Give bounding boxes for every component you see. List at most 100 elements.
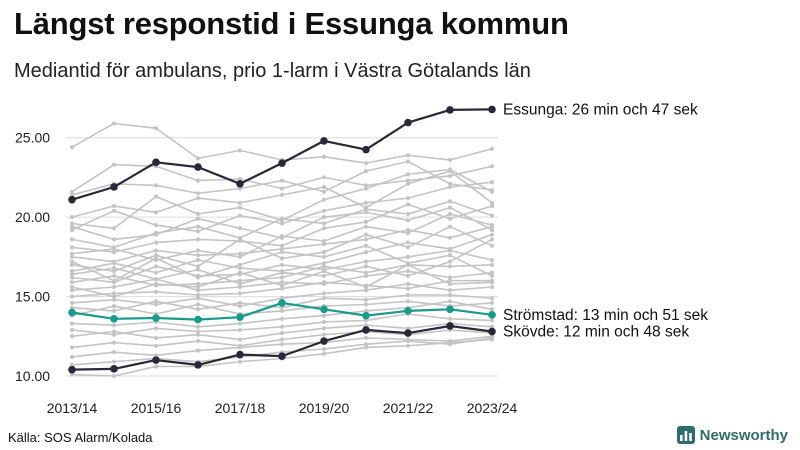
data-point: [447, 157, 453, 163]
highlight-series: [68, 299, 496, 324]
x-tick-label: 2019/20: [299, 400, 350, 416]
background-series-layer: [69, 121, 495, 379]
data-point: [195, 288, 201, 293]
data-point: [195, 211, 201, 217]
data-point: [69, 262, 75, 267]
data-point: [363, 342, 369, 347]
data-point: [195, 338, 201, 344]
data-point: [69, 224, 75, 229]
x-tick-label: 2013/14: [47, 400, 98, 416]
data-point: [405, 286, 411, 291]
data-point: [111, 350, 117, 355]
data-point: [236, 350, 244, 359]
data-point: [69, 245, 75, 250]
data-point: [447, 299, 453, 304]
data-point: [195, 284, 201, 290]
data-point: [237, 327, 243, 333]
data-point: [321, 215, 327, 220]
data-point: [446, 305, 454, 314]
data-point: [153, 126, 159, 131]
data-point: [488, 311, 496, 319]
data-point: [447, 278, 453, 283]
data-point: [404, 118, 412, 127]
data-point: [279, 178, 285, 183]
data-point: [489, 189, 495, 194]
data-point: [237, 304, 243, 309]
data-point: [363, 345, 369, 350]
data-point: [279, 280, 285, 285]
data-point: [447, 259, 453, 264]
data-point: [363, 259, 369, 264]
data-point: [69, 345, 75, 350]
data-point: [279, 331, 285, 336]
data-point: [321, 313, 327, 318]
data-point: [321, 351, 327, 356]
data-point: [405, 172, 411, 177]
data-point: [153, 264, 159, 269]
data-point: [69, 215, 75, 220]
data-point: [489, 224, 495, 229]
data-point: [110, 183, 118, 191]
x-tick-label: 2017/18: [215, 400, 266, 416]
data-point: [405, 269, 411, 274]
x-tick-label: 2015/16: [131, 400, 182, 416]
background-series: [69, 205, 495, 242]
data-point: [279, 337, 285, 342]
data-point: [279, 186, 285, 191]
data-point: [111, 273, 117, 279]
data-point: [279, 286, 285, 291]
brand-name: Newsworthy: [699, 426, 788, 444]
data-point: [405, 178, 411, 183]
data-point: [279, 216, 285, 221]
data-point: [195, 275, 201, 280]
data-point: [279, 235, 285, 240]
data-point: [236, 313, 244, 322]
data-point: [279, 342, 285, 347]
data-point: [279, 283, 285, 288]
data-point: [489, 280, 495, 285]
data-point: [69, 269, 75, 274]
data-point: [69, 275, 75, 280]
data-point: [405, 218, 411, 223]
data-point: [405, 195, 411, 201]
data-point: [489, 324, 495, 329]
data-point: [111, 208, 117, 213]
data-point: [321, 221, 327, 226]
data-point: [321, 264, 327, 269]
data-point: [447, 340, 453, 345]
data-point: [195, 257, 201, 263]
data-point: [447, 168, 453, 174]
data-point: [363, 323, 369, 328]
data-point: [195, 267, 201, 272]
data-point: [363, 232, 369, 237]
data-point: [363, 302, 369, 307]
data-point: [489, 146, 495, 151]
data-point: [153, 183, 159, 188]
data-point: [321, 273, 327, 279]
data-point: [447, 181, 453, 186]
data-point: [321, 261, 327, 266]
data-point: [69, 280, 75, 285]
background-series: [69, 262, 495, 299]
data-point: [321, 291, 327, 296]
data-point: [153, 281, 159, 286]
data-point: [363, 297, 369, 302]
data-point: [489, 273, 495, 279]
series-label: Skövde: 12 min och 48 sek: [503, 324, 689, 341]
data-point: [447, 235, 453, 240]
data-point: [489, 337, 495, 342]
data-point: [194, 315, 202, 324]
data-point: [489, 257, 495, 263]
data-point: [489, 200, 495, 205]
background-series: [69, 180, 495, 234]
data-point: [447, 173, 453, 178]
data-point: [279, 308, 285, 313]
data-point: [405, 211, 411, 217]
series-label: Strömstad: 13 min och 51 sek: [503, 307, 708, 324]
data-point: [237, 213, 243, 218]
data-point: [447, 205, 453, 210]
data-point: [321, 238, 327, 244]
data-point: [153, 210, 159, 215]
data-point: [111, 308, 117, 313]
data-point: [237, 186, 243, 191]
